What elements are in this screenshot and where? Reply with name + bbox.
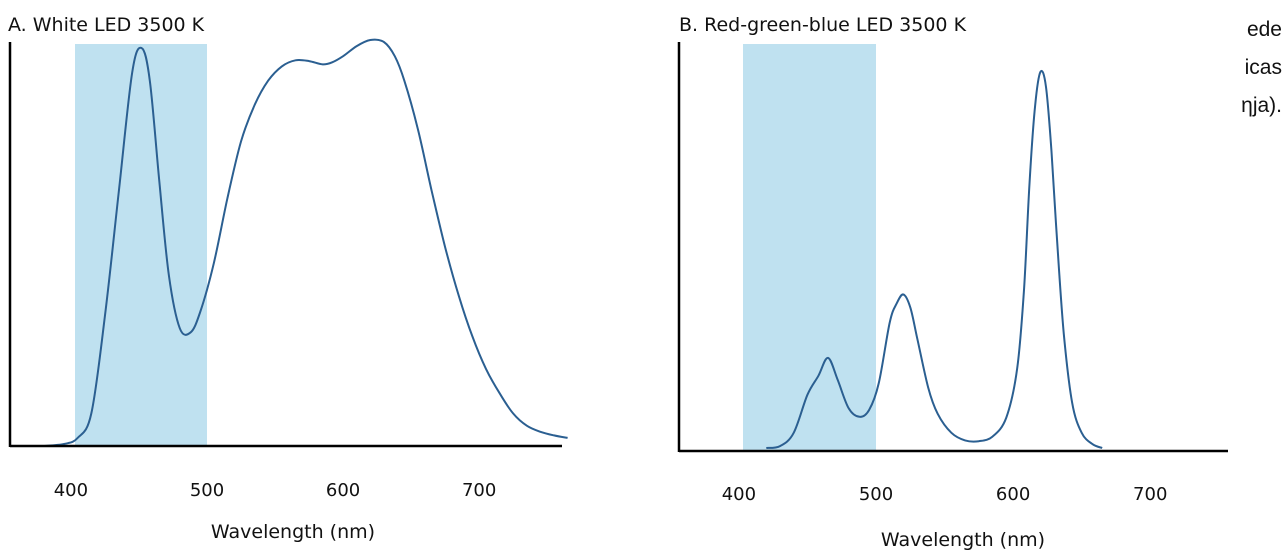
panel-b: B. Red-green-blue LED 3500 K 400 500 600 70… xyxy=(677,14,1228,551)
panel-a: A. White LED 3500 K 400 500 600 700 Wavelen… xyxy=(8,14,568,543)
panel-a-spectrum-line xyxy=(43,38,568,447)
panel-a-x-tick-label: 600 xyxy=(326,480,360,501)
side-text-line-3: ηja). xyxy=(1241,94,1282,117)
panel-a-title: A. White LED 3500 K xyxy=(8,14,205,36)
panel-b-x-axis-label: Wavelength (nm) xyxy=(881,529,1045,551)
panel-b-spectrum-line xyxy=(766,69,1103,449)
panel-b-title: B. Red-green-blue LED 3500 K xyxy=(679,14,967,36)
panel-a-x-tick-label: 500 xyxy=(190,480,224,501)
panel-b-x-ticks: 400 500 600 700 xyxy=(722,484,1168,505)
panel-a-blue-band xyxy=(75,44,207,446)
panel-a-x-axis-label: Wavelength (nm) xyxy=(211,521,375,543)
panel-b-x-tick-label: 400 xyxy=(722,484,756,505)
panel-a-x-ticks: 400 500 600 700 xyxy=(54,480,497,501)
side-text-line-2: icas xyxy=(1244,56,1282,79)
panel-b-x-tick-label: 700 xyxy=(1133,484,1167,505)
panel-b-blue-band xyxy=(743,44,876,451)
panel-b-x-tick-label: 500 xyxy=(859,484,893,505)
panel-a-x-tick-label: 700 xyxy=(462,480,496,501)
side-text-line-1: ede xyxy=(1246,18,1282,41)
panel-a-x-tick-label: 400 xyxy=(54,480,88,501)
panel-b-x-tick-label: 600 xyxy=(996,484,1030,505)
